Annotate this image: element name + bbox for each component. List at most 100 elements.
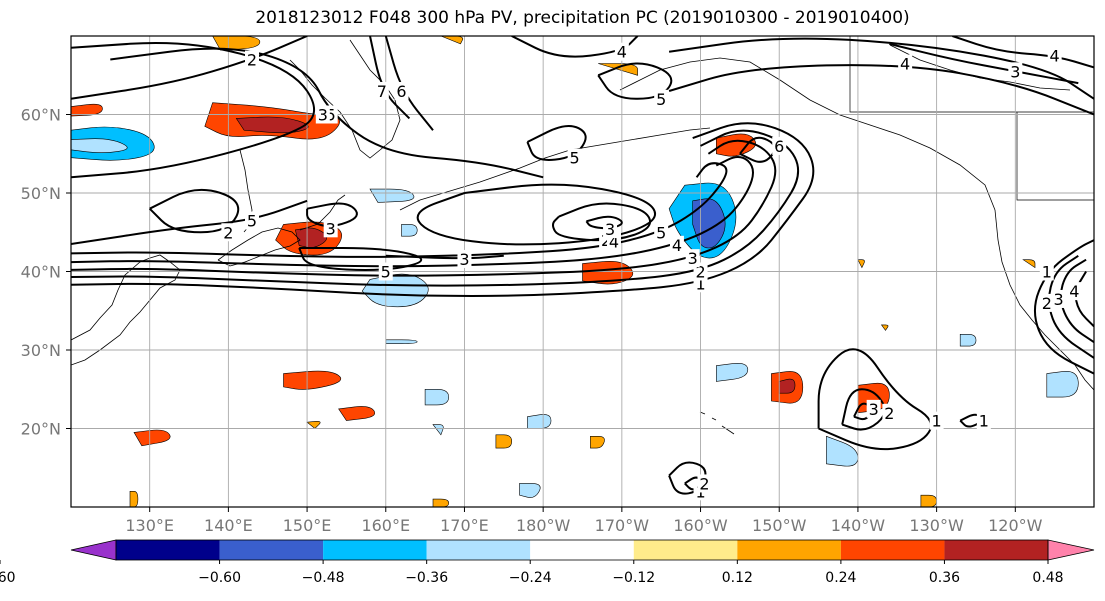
precip-anomaly-patch (590, 435, 605, 449)
contour-label-bg (244, 211, 259, 230)
precip-anomaly-patch (401, 224, 418, 237)
contour-label: 2 (884, 404, 894, 423)
colorbar-segment (426, 540, 531, 560)
pv-contour-line (1048, 254, 1094, 359)
contour-label: 2 (601, 231, 611, 250)
contour-label: 4 (672, 236, 682, 255)
pv-contour-line (1059, 258, 1094, 344)
lon-tick-label: 120°W (988, 516, 1043, 535)
colorbar: −0.60 −0.48 −0.36 −0.24 −0.12 0.12 0.24 0.36 0.4… (0, 539, 1095, 586)
contour-label: 4 (617, 43, 627, 62)
contour-label: 3 (1010, 62, 1020, 81)
colorbar-segment (116, 540, 220, 560)
precip-anomaly-patch (1022, 259, 1036, 269)
contour-label-bg (898, 54, 913, 73)
pv-contour-line (71, 129, 800, 287)
contour-label: 2 (223, 223, 233, 242)
precip-anomaly-patch (920, 494, 937, 507)
colorbar-segment (737, 540, 841, 560)
precip-anomaly-patch (1046, 371, 1079, 398)
precip-anomaly-patch (133, 429, 171, 447)
lat-tick-label: 50°N (21, 184, 61, 203)
contour-label: 4 (900, 54, 910, 73)
colorbar-label: 0.60 (0, 570, 16, 586)
lat-tick-labels: 20°N 30°N 40°N 50°N 60°N (21, 106, 71, 439)
colorbar-label: 0.24 (825, 570, 856, 586)
contour-label: 1 (979, 412, 989, 431)
contour-label: 1 (695, 274, 705, 293)
colorbar-label: −0.12 (612, 570, 655, 586)
coastlines (71, 36, 1094, 435)
contour-label: 2 (695, 263, 705, 282)
contour-label-bg (614, 42, 629, 61)
pv-contour-line (739, 136, 776, 163)
pv-contour-line (668, 37, 1094, 100)
precip-anomaly-patch (432, 498, 450, 507)
precip-anomaly-patch (71, 138, 128, 153)
contour-label: 4 (609, 233, 619, 252)
lon-tick-label: 180°W (516, 516, 571, 535)
colorbar-label: −0.60 (198, 570, 241, 586)
contour-label-bg (654, 89, 669, 108)
lat-tick-label: 40°N (21, 263, 61, 282)
pv-contours (71, 36, 1094, 495)
pv-contour-line (384, 36, 434, 131)
contour-label: 5 (381, 263, 391, 282)
colorbar-extend-high (1047, 539, 1095, 561)
colorbar-label: −0.48 (302, 570, 345, 586)
border-canada-alaska (849, 36, 1094, 113)
contour-label-bg (976, 411, 991, 430)
contour-label-bg (1039, 262, 1054, 281)
contour-labels: 12345243567325456434123412312123553 (221, 42, 1082, 501)
pv-contour-line (71, 162, 728, 258)
precip-anomaly-patch (959, 333, 977, 347)
contour-label-bg (929, 411, 944, 430)
contour-label-bg (244, 50, 259, 69)
contour-label: 5 (247, 211, 257, 230)
pv-contour-line (668, 461, 707, 495)
contour-label: 2 (699, 474, 709, 493)
lat-tick-label: 20°N (21, 420, 61, 439)
contour-label: 2 (1042, 294, 1052, 313)
contour-label-bg (866, 399, 881, 418)
precip-anomaly-patch (338, 406, 376, 421)
lon-tick-label: 130°E (125, 516, 174, 535)
colorbar-extend-low (70, 539, 117, 561)
pv-contour-line (817, 348, 932, 451)
contour-label: 7 (377, 82, 387, 101)
colorbar-label: 0.48 (1032, 570, 1063, 586)
lon-tick-label: 170°E (440, 516, 489, 535)
contour-label: 3 (688, 249, 698, 268)
contour-label: 3 (326, 219, 336, 238)
precip-anomaly-patch (424, 388, 450, 406)
contour-label-bg (603, 220, 618, 239)
colorbar-segment (530, 540, 634, 560)
pv-contour-line (71, 122, 815, 297)
contour-label: 6 (774, 137, 784, 156)
contour-label-bg (669, 235, 684, 254)
contour-label: 3 (605, 220, 615, 239)
lon-tick-label: 130°W (909, 516, 964, 535)
precip-anomaly-patch (527, 414, 552, 429)
colorbar-label: −0.24 (509, 570, 552, 586)
contour-label: 1 (932, 412, 942, 431)
contour-label: 5 (656, 223, 666, 242)
contour-label: 3 (1053, 290, 1063, 309)
precip-anomaly-patch (826, 435, 859, 467)
contour-label-bg (654, 223, 669, 242)
pv-contour-line (1033, 239, 1094, 375)
contour-label: 3 (459, 250, 469, 269)
contour-label: 5 (656, 90, 666, 109)
precip-anomaly-patch (716, 363, 749, 382)
chart-title: 2018123012 F048 300 hPa PV, precipitatio… (255, 8, 910, 28)
contour-label-bg (697, 474, 712, 493)
colorbar-segment (944, 540, 1048, 560)
lon-tick-labels: 130°E 140°E 150°E 160°E 170°E 180°W 170°W 160°W… (125, 507, 1043, 535)
colorbar-segment (840, 540, 945, 560)
contour-label-bg (567, 148, 582, 167)
pv-contour-line (668, 64, 1094, 116)
colorbar-label: −0.36 (405, 570, 448, 586)
pv-contour-line (585, 215, 623, 230)
contour-label: 4 (1050, 47, 1060, 66)
lon-tick-label: 160°E (361, 516, 410, 535)
